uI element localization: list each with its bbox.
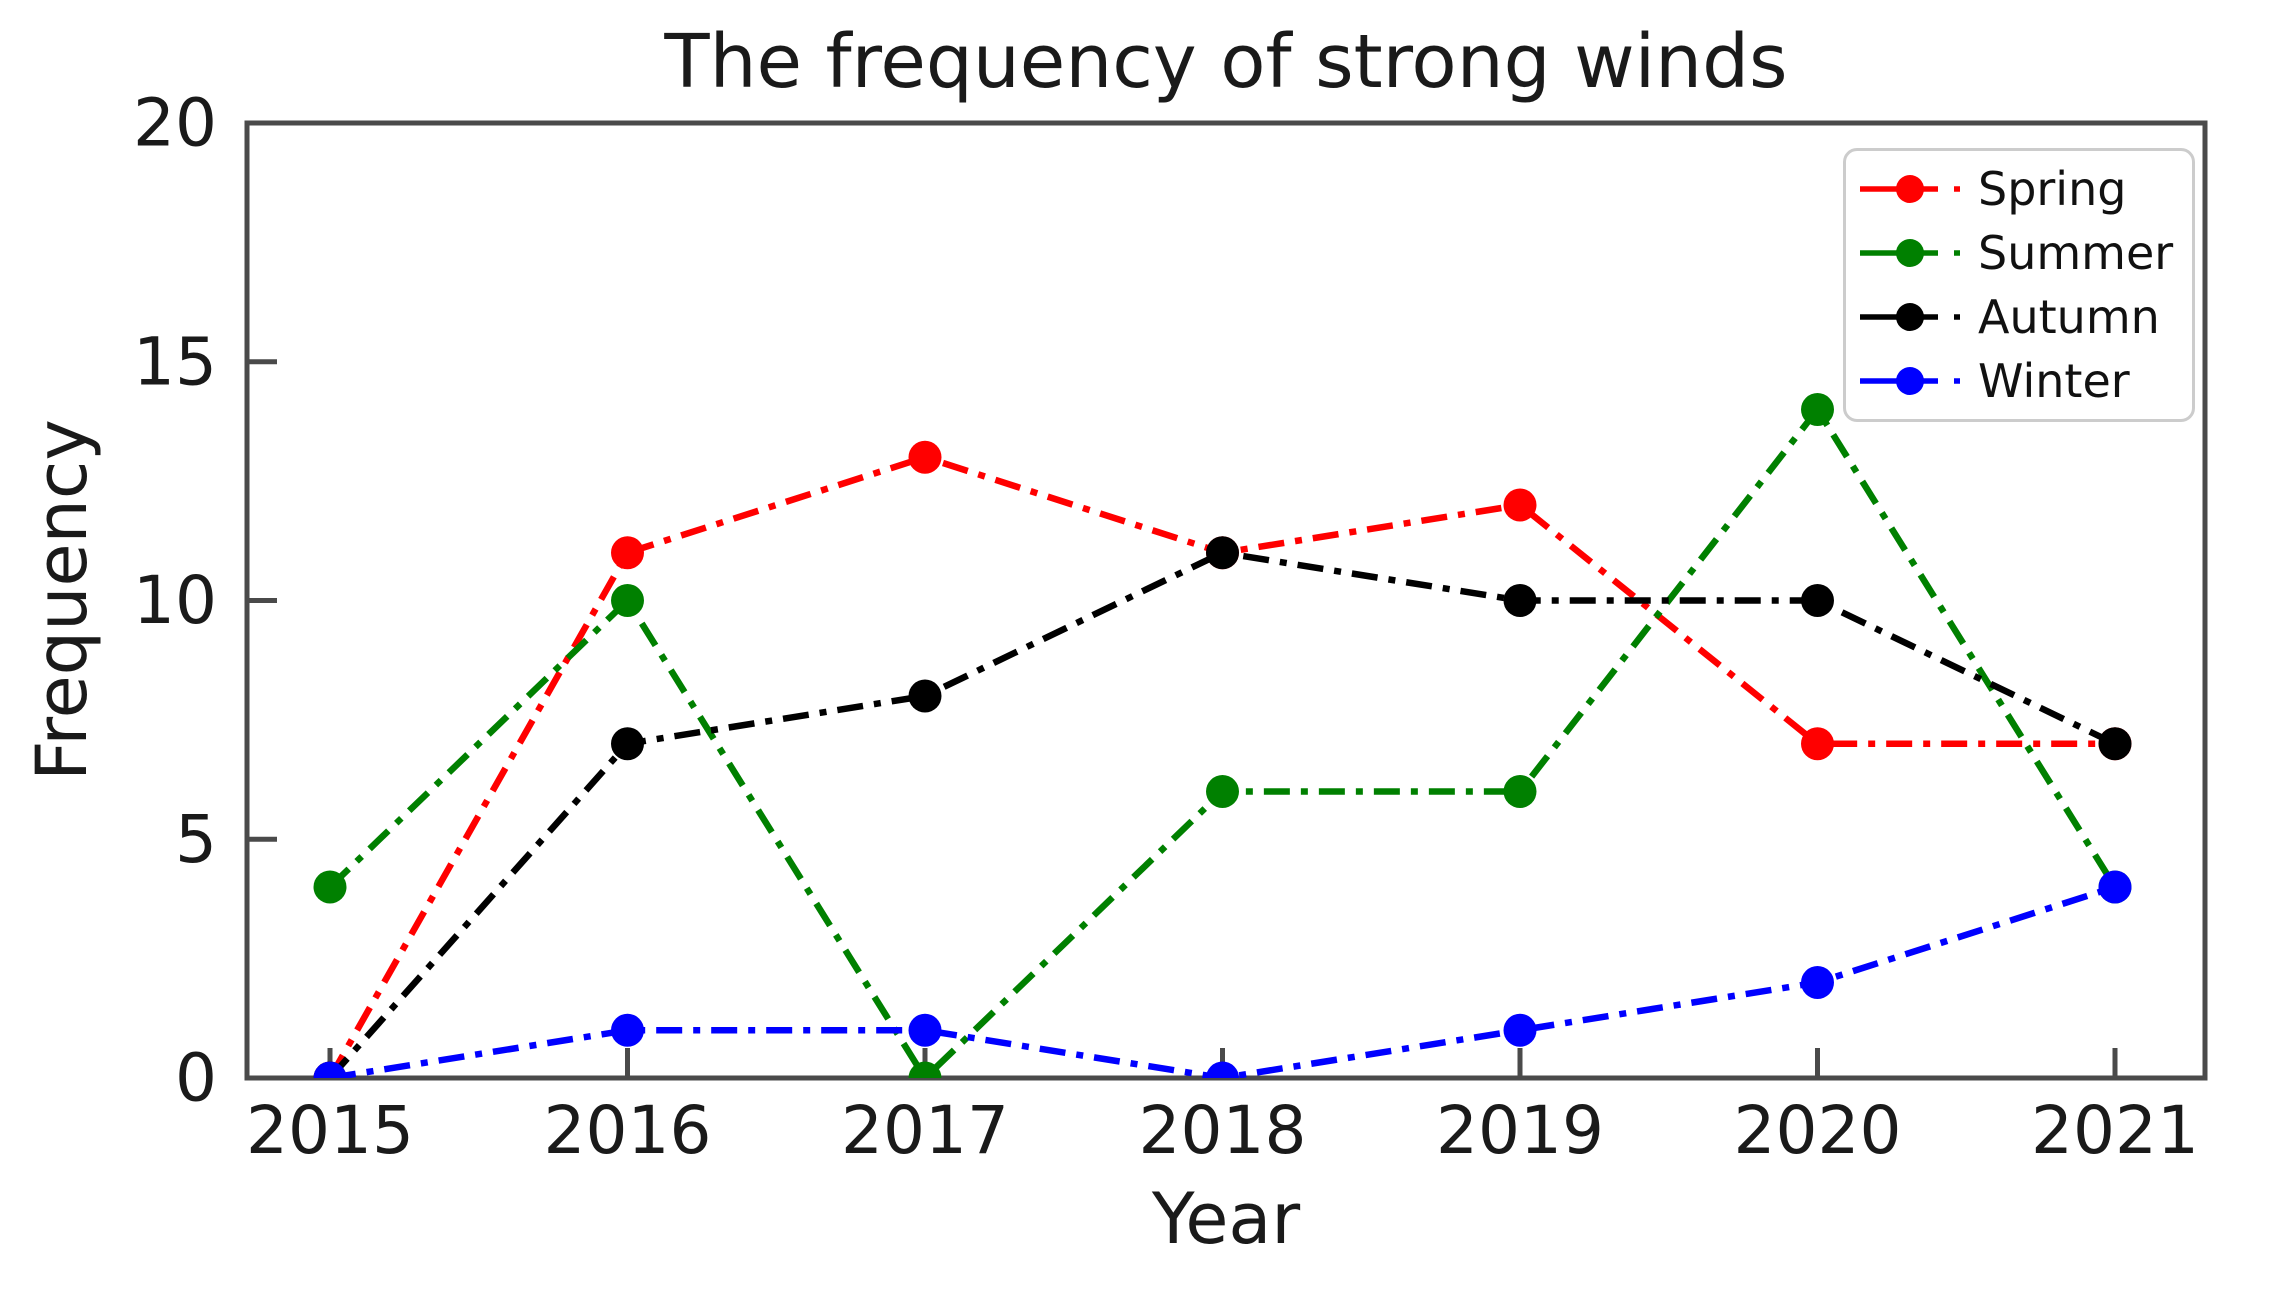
legend-item-winter: Winter — [1858, 358, 2186, 404]
x-tick-label: 2020 — [1734, 1092, 1902, 1169]
legend-marker-icon — [1896, 367, 1924, 395]
x-tick-label: 2015 — [246, 1092, 414, 1169]
point-summer-2015 — [313, 870, 347, 904]
y-tick-label: 15 — [133, 323, 217, 400]
series-winter — [313, 870, 2132, 1078]
legend-sample-summer — [1860, 239, 1960, 267]
legend-sample-spring — [1860, 175, 1960, 203]
point-spring-2019 — [1503, 488, 1537, 522]
point-winter-2021 — [2098, 870, 2132, 904]
legend-label-winter: Winter — [1978, 354, 2130, 408]
x-tick-label: 2019 — [1436, 1092, 1604, 1169]
point-autumn-2017 — [908, 679, 942, 713]
series-summer — [313, 393, 2132, 1078]
point-summer-2019 — [1503, 775, 1537, 808]
chart-title: The frequency of strong winds — [664, 19, 1788, 105]
point-winter-2018 — [1206, 1061, 1239, 1078]
series-autumn — [313, 536, 2132, 1078]
legend-marker-icon — [1896, 175, 1924, 203]
point-spring-2016 — [611, 536, 644, 570]
y-axis-label: Frequency — [21, 419, 103, 781]
legend-label-spring: Spring — [1978, 162, 2127, 216]
legend-item-summer: Summer — [1858, 230, 2186, 276]
legend-item-autumn: Autumn — [1858, 294, 2186, 340]
x-tick-label: 2021 — [2031, 1092, 2199, 1169]
point-autumn-2019 — [1503, 584, 1537, 617]
y-tick-label: 0 — [175, 1040, 217, 1117]
point-winter-2017 — [908, 1013, 942, 1047]
point-autumn-2016 — [611, 727, 644, 761]
point-winter-2015 — [313, 1061, 347, 1078]
legend-label-autumn: Autumn — [1978, 290, 2160, 344]
legend-sample-winter — [1860, 367, 1960, 395]
point-summer-2020 — [1801, 393, 1834, 426]
legend-sample-autumn — [1860, 303, 1960, 331]
y-tick-label: 10 — [133, 562, 217, 639]
point-autumn-2021 — [2098, 727, 2132, 761]
point-winter-2019 — [1503, 1013, 1537, 1047]
legend: Spring Summer Autumn Winter — [1843, 148, 2195, 422]
point-summer-2017 — [908, 1061, 942, 1078]
x-tick-label: 2018 — [1139, 1092, 1307, 1169]
point-summer-2018 — [1206, 775, 1239, 808]
y-tick-label: 20 — [133, 85, 217, 162]
point-spring-2020 — [1801, 727, 1834, 761]
point-summer-2016 — [611, 584, 644, 617]
point-winter-2016 — [611, 1013, 644, 1047]
legend-marker-icon — [1896, 239, 1924, 267]
y-tick-label: 5 — [175, 801, 217, 878]
point-autumn-2020 — [1801, 584, 1834, 617]
point-spring-2017 — [908, 440, 942, 474]
point-autumn-2018 — [1206, 536, 1239, 570]
legend-item-spring: Spring — [1858, 166, 2186, 212]
legend-marker-icon — [1896, 303, 1924, 331]
legend-label-summer: Summer — [1978, 226, 2174, 280]
x-tick-label: 2017 — [841, 1092, 1009, 1169]
x-tick-label: 2016 — [544, 1092, 712, 1169]
x-axis-label: Year — [1151, 1178, 1301, 1260]
point-winter-2020 — [1801, 966, 1834, 999]
